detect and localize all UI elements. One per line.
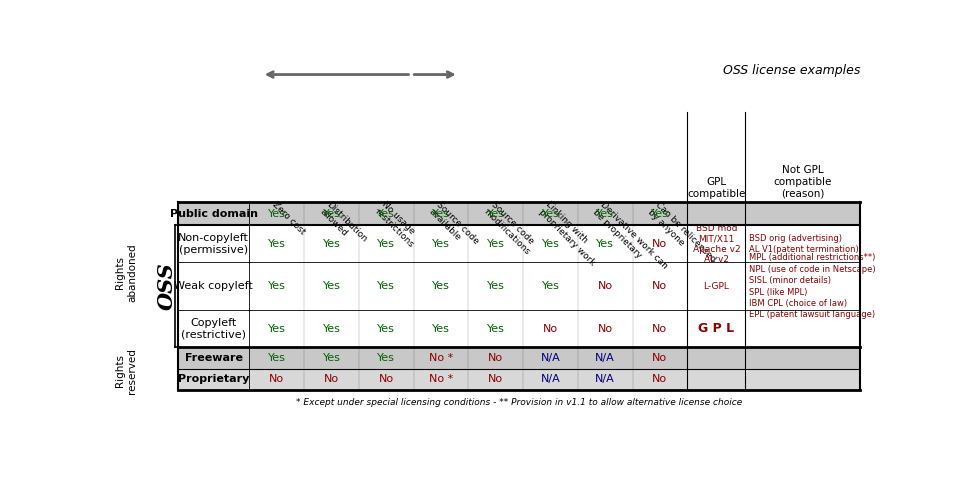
Text: Yes: Yes: [323, 324, 341, 334]
Text: Source code
available: Source code available: [427, 200, 481, 253]
Text: No: No: [543, 324, 558, 334]
Text: Yes: Yes: [596, 209, 614, 219]
Text: GPL
compatible: GPL compatible: [687, 177, 746, 199]
Text: Copyleft
(restrictive): Copyleft (restrictive): [181, 318, 247, 339]
Text: Yes: Yes: [432, 209, 450, 219]
Text: Yes: Yes: [268, 281, 286, 291]
Text: Yes: Yes: [377, 239, 396, 249]
Text: No: No: [598, 324, 612, 334]
Text: * Except under special licensing conditions - ** Provision in v1.1 to allow alte: * Except under special licensing conditi…: [296, 398, 742, 407]
Text: Yes: Yes: [377, 324, 396, 334]
Text: No *: No *: [429, 374, 453, 384]
Text: Can be relicensed
by anyone: Can be relicensed by anyone: [646, 200, 717, 271]
Text: Yes: Yes: [487, 209, 505, 219]
Text: Yes: Yes: [651, 209, 669, 219]
Text: Zero cost: Zero cost: [271, 200, 307, 236]
Text: Yes: Yes: [432, 324, 450, 334]
Text: No: No: [653, 374, 667, 384]
Bar: [179, 226, 860, 263]
Text: Weak copyleft: Weak copyleft: [175, 281, 253, 291]
Text: Rights
reserved: Rights reserved: [115, 348, 137, 394]
Text: N/A: N/A: [595, 353, 615, 363]
Text: N/A: N/A: [540, 374, 561, 384]
Text: Yes: Yes: [541, 209, 560, 219]
Text: Proprietary: Proprietary: [179, 374, 250, 384]
Text: Source code
modifications: Source code modifications: [482, 200, 539, 257]
Text: Yes: Yes: [268, 239, 286, 249]
Bar: [179, 310, 860, 347]
Text: OSS: OSS: [157, 263, 178, 310]
Text: Yes: Yes: [432, 239, 450, 249]
Text: Rights
abandoned: Rights abandoned: [115, 243, 137, 302]
Text: Yes: Yes: [541, 239, 560, 249]
Text: Yes: Yes: [377, 353, 396, 363]
Bar: [179, 263, 860, 310]
Text: No: No: [653, 353, 667, 363]
Text: Distribution
allowed: Distribution allowed: [318, 200, 369, 252]
Text: No: No: [489, 374, 503, 384]
Text: Yes: Yes: [268, 209, 286, 219]
Text: Yes: Yes: [487, 239, 505, 249]
Bar: [179, 203, 860, 226]
Text: No: No: [324, 374, 339, 384]
Text: Yes: Yes: [323, 281, 341, 291]
Bar: [179, 369, 860, 390]
Text: No: No: [653, 324, 667, 334]
Text: Linking with
proprietary work: Linking with proprietary work: [537, 200, 604, 267]
Text: Yes: Yes: [323, 209, 341, 219]
Text: Derivative work can
be proprietary: Derivative work can be proprietary: [591, 200, 669, 278]
Text: No *: No *: [429, 353, 453, 363]
Text: Public domain: Public domain: [170, 209, 258, 219]
Text: G P L: G P L: [698, 322, 734, 335]
Text: N/A: N/A: [595, 374, 615, 384]
Text: Yes: Yes: [323, 239, 341, 249]
Text: No: No: [653, 281, 667, 291]
Text: Yes: Yes: [268, 353, 286, 363]
Text: No: No: [598, 281, 612, 291]
Text: Yes: Yes: [541, 281, 560, 291]
Text: Yes: Yes: [432, 281, 450, 291]
Text: No usage
restrictions: No usage restrictions: [372, 200, 422, 250]
Text: No: No: [269, 374, 284, 384]
Text: OSS license examples: OSS license examples: [724, 64, 861, 77]
Text: No: No: [378, 374, 394, 384]
Text: Yes: Yes: [377, 281, 396, 291]
Text: MPL (additional restrictions**)
NPL (use of code in Netscape)
SISL (minor detail: MPL (additional restrictions**) NPL (use…: [749, 253, 876, 319]
Text: L-GPL: L-GPL: [704, 282, 730, 291]
Text: Yes: Yes: [487, 324, 505, 334]
Text: Non-copyleft
(permissive): Non-copyleft (permissive): [179, 233, 250, 255]
Text: Yes: Yes: [377, 209, 396, 219]
Text: N/A: N/A: [540, 353, 561, 363]
Text: Yes: Yes: [323, 353, 341, 363]
Text: Not GPL
compatible
(reason): Not GPL compatible (reason): [774, 165, 832, 199]
Text: No: No: [489, 353, 503, 363]
Text: Yes: Yes: [596, 239, 614, 249]
Text: Yes: Yes: [487, 281, 505, 291]
Text: Freeware: Freeware: [184, 353, 243, 363]
Text: BSD orig (advertising)
AL V1(patent termination): BSD orig (advertising) AL V1(patent term…: [749, 234, 858, 254]
Text: Yes: Yes: [268, 324, 286, 334]
Text: No: No: [653, 239, 667, 249]
Bar: [179, 347, 860, 369]
Text: BSD mod
MIT/X11
Apache v2
AL v2: BSD mod MIT/X11 Apache v2 AL v2: [692, 224, 740, 264]
